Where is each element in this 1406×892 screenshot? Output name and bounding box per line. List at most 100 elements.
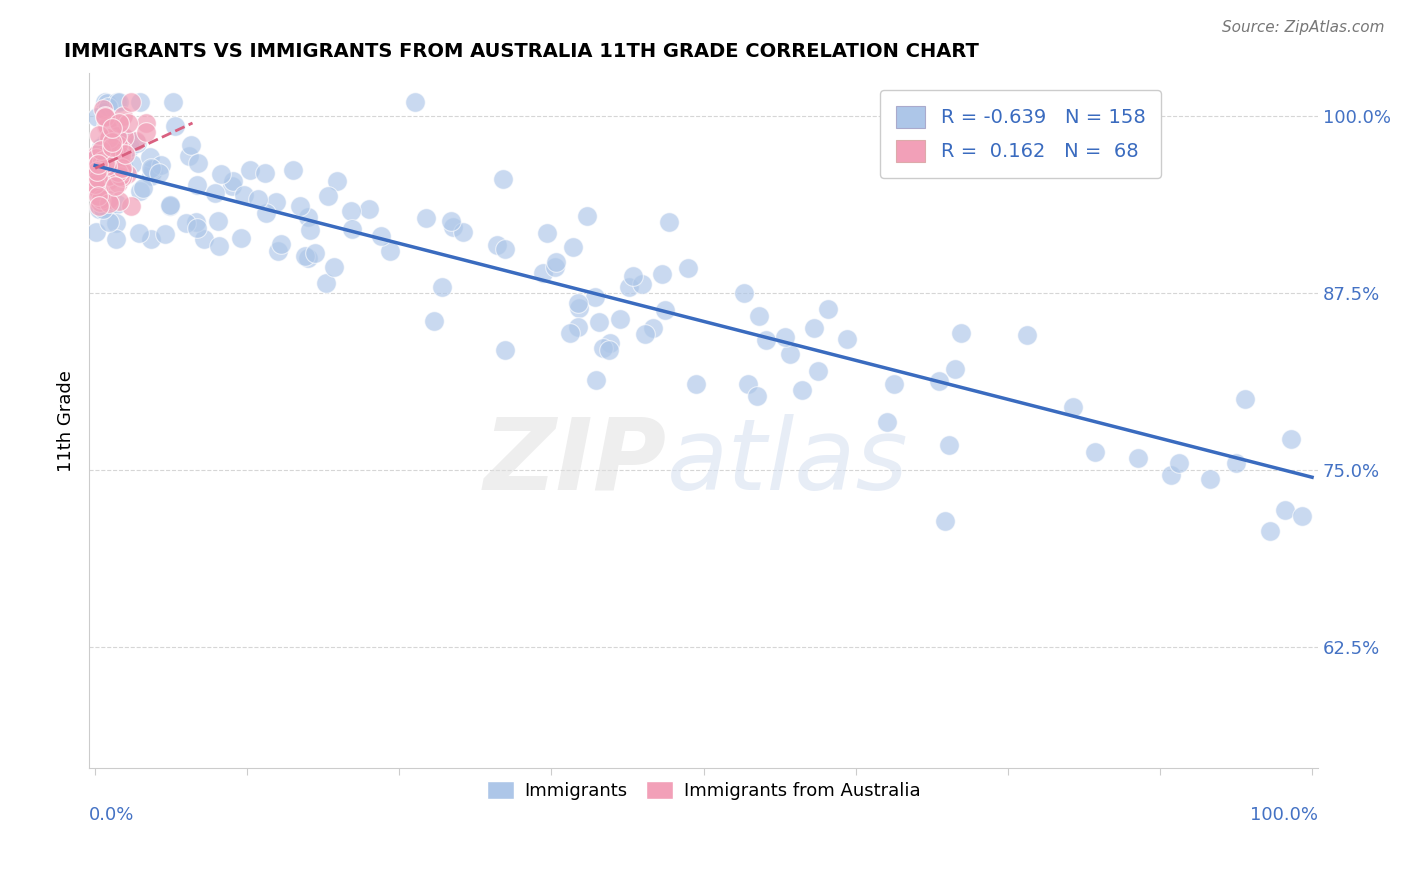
Point [340,203,363,218]
Point [1234,392,1257,406]
Point [93,157,115,171]
Point [86,180,108,194]
Point [107,176,129,190]
Point [125,134,148,148]
Point [107,116,129,130]
Legend: R = -0.639   N = 158, R =  0.162   N =  68: R = -0.639 N = 158, R = 0.162 N = 68 [880,90,1161,178]
Point [177,149,200,163]
Point [129,184,152,198]
Point [101,163,124,178]
Point [87,157,110,171]
Point [90,160,112,174]
Point [84,177,107,191]
Point [1281,432,1303,446]
Point [103,155,125,169]
Point [1260,524,1282,538]
Text: 0.0%: 0.0% [89,805,135,824]
Point [94,136,117,151]
Point [290,198,312,212]
Point [148,166,170,180]
Point [139,232,162,246]
Point [87,183,110,197]
Point [90,154,112,169]
Point [128,95,150,109]
Point [87,181,110,195]
Point [98,130,121,145]
Point [685,376,707,391]
Point [120,139,142,153]
Point [641,321,664,335]
Point [98,173,121,187]
Point [1168,456,1191,470]
Point [111,109,134,123]
Point [544,260,567,274]
Point [583,290,606,304]
Point [415,211,437,226]
Point [86,147,108,161]
Point [617,280,640,294]
Point [267,244,290,258]
Point [87,170,110,185]
Point [599,335,621,350]
Point [486,237,509,252]
Point [253,165,276,179]
Point [89,188,111,202]
Point [120,95,142,109]
Point [93,149,115,163]
Point [104,179,127,194]
Point [621,269,644,284]
Point [93,155,115,169]
Point [326,174,349,188]
Point [222,174,245,188]
Point [94,95,117,109]
Point [112,132,135,146]
Point [494,242,516,256]
Point [180,138,202,153]
Point [207,214,229,228]
Point [97,194,120,208]
Point [315,277,337,291]
Point [108,155,131,169]
Point [139,169,162,183]
Point [90,143,112,157]
Point [90,192,112,206]
Point [193,231,215,245]
Point [733,285,755,300]
Point [221,179,243,194]
Point [101,153,124,168]
Point [187,156,209,170]
Point [110,149,132,163]
Point [97,195,120,210]
Point [634,327,657,342]
Point [934,514,956,528]
Point [585,373,607,387]
Point [93,105,115,120]
Point [150,158,173,172]
Point [837,332,859,346]
Point [779,347,801,361]
Point [132,181,155,195]
Point [93,153,115,167]
Point [492,171,515,186]
Point [105,197,128,211]
Point [87,146,110,161]
Point [103,122,125,136]
Text: IMMIGRANTS VS IMMIGRANTS FROM AUSTRALIA 11TH GRADE CORRELATION CHART: IMMIGRANTS VS IMMIGRANTS FROM AUSTRALIA … [65,42,980,61]
Text: ZIP: ZIP [484,414,666,511]
Point [91,202,114,216]
Point [949,326,972,341]
Point [323,260,346,274]
Point [108,95,131,109]
Point [87,157,110,171]
Point [128,226,150,240]
Point [84,169,107,183]
Point [567,295,589,310]
Point [494,343,516,357]
Point [281,162,304,177]
Text: atlas: atlas [666,414,908,511]
Point [114,147,136,161]
Point [86,225,108,239]
Point [938,438,960,452]
Point [297,211,319,225]
Point [108,150,131,164]
